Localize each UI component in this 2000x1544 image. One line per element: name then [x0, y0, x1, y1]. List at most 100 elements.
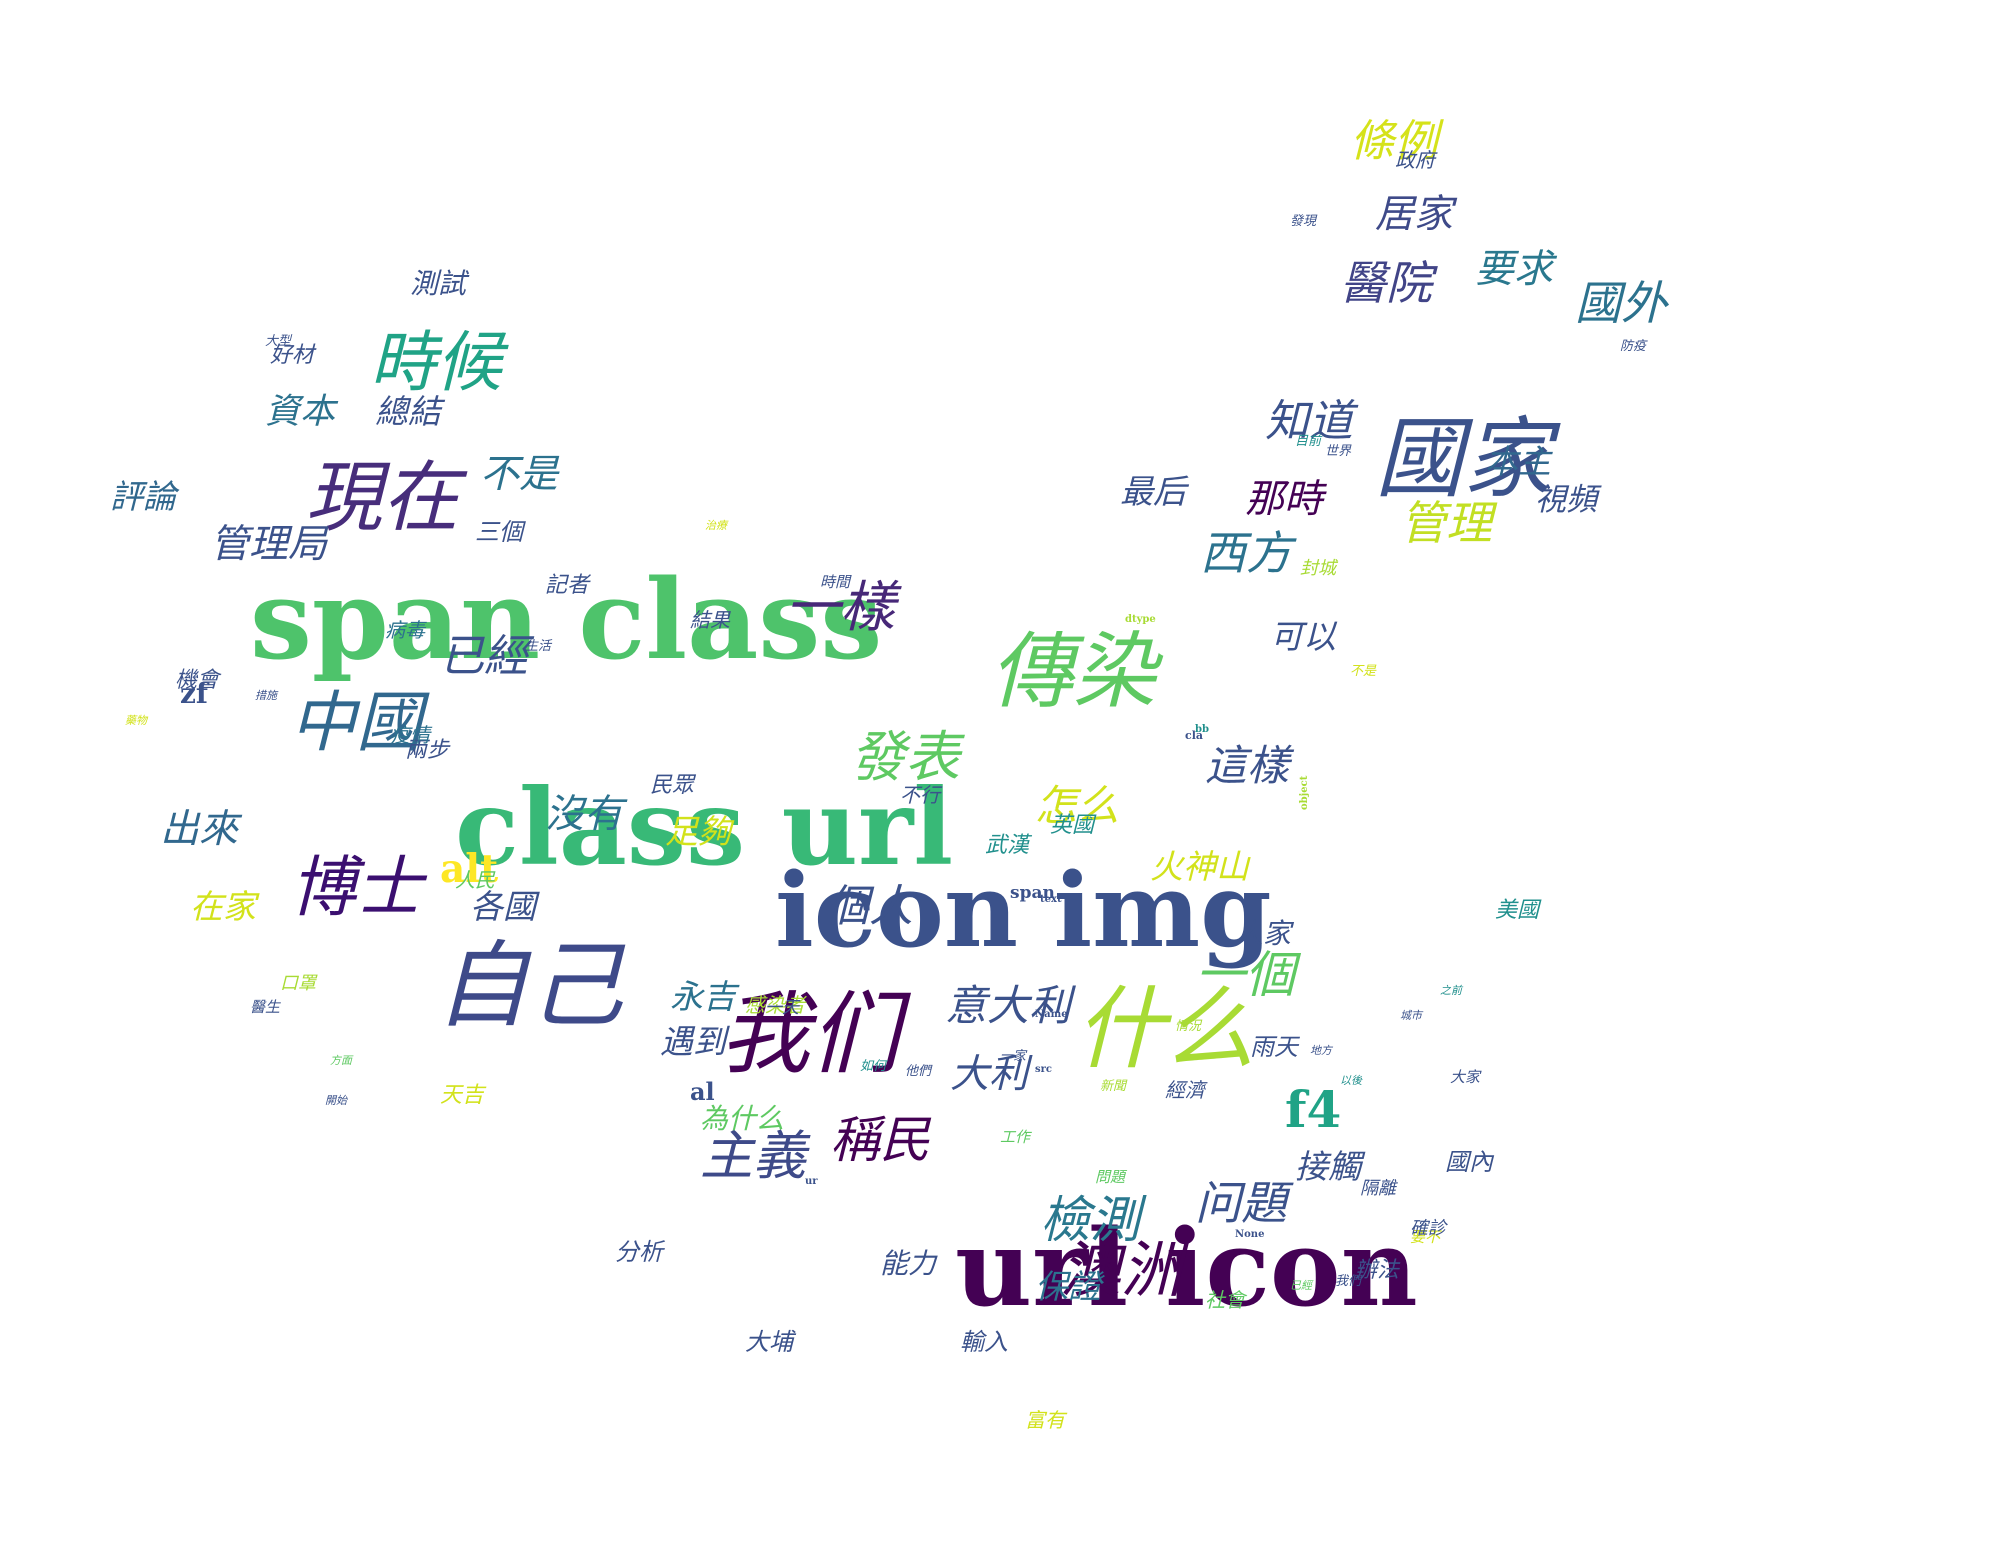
cloud-word: 雨天 [1250, 1033, 1298, 1061]
cloud-word: 藥物 [125, 714, 147, 727]
cloud-word: 評論 [110, 477, 176, 516]
cloud-word: 要求 [1475, 247, 1554, 292]
cloud-word: 人家 [1235, 917, 1292, 950]
cloud-word: 封城 [1300, 558, 1336, 579]
cloud-word: 大型 [265, 334, 292, 349]
cloud-word: 以後 [1340, 1074, 1362, 1087]
cloud-word: 稱民 [830, 1111, 930, 1169]
cloud-word: zf [180, 677, 208, 710]
cloud-word: bb [1195, 724, 1209, 735]
cloud-word: 管理局 [210, 522, 328, 567]
cloud-word: 各國 [470, 887, 536, 926]
cloud-word: 要不 [1410, 1228, 1441, 1246]
cloud-word: 防疫 [1620, 339, 1647, 354]
cloud-word: 情況 [1175, 1019, 1202, 1034]
cloud-word: 治療 [705, 519, 727, 532]
cloud-word: 感染者 [745, 993, 805, 1017]
cloud-word: url icon [955, 1205, 1418, 1330]
cloud-word: 醫院 [1340, 256, 1432, 310]
cloud-word: 輸入 [960, 1328, 1008, 1356]
cloud-word: 一樣 [785, 575, 896, 639]
cloud-word: 我们 [720, 982, 900, 1087]
cloud-word: 視頻 [1535, 482, 1597, 518]
cloud-word: 好材 [270, 343, 315, 368]
cloud-word: 保證 [1035, 1267, 1101, 1306]
cloud-word: 城市 [1400, 1009, 1422, 1022]
cloud-word: 發現 [1290, 214, 1317, 229]
cloud-word: 居家 [1375, 192, 1454, 237]
cloud-word: 接觸 [1295, 1147, 1361, 1186]
cloud-word: class url [455, 765, 954, 889]
cloud-word: 措施 [255, 689, 277, 702]
cloud-word: 開始 [325, 1094, 347, 1107]
cloud-word: 為什么 [700, 1102, 785, 1135]
cloud-word: 不行 [900, 783, 940, 807]
cloud-word: 兩步 [405, 738, 450, 763]
cloud-word: 民眾 [650, 773, 695, 798]
cloud-word: 大埔 [745, 1328, 793, 1356]
cloud-word: 檢測 [1040, 1191, 1140, 1249]
cloud-word: 生活 [525, 639, 552, 654]
cloud-word: 一家 [1000, 1049, 1027, 1064]
cloud-word: 辦法 [1355, 1258, 1400, 1283]
cloud-word: 時候 [370, 324, 502, 401]
cloud-word: 資本 [265, 392, 336, 432]
cloud-word: 發表 [850, 725, 961, 789]
cloud-word: 地方 [1310, 1044, 1332, 1057]
cloud-word: 问題 [1195, 1176, 1287, 1230]
cloud-word: 結果 [690, 608, 730, 632]
cloud-word: 火神山 [1150, 847, 1249, 886]
cloud-word: 病毒 [385, 618, 425, 642]
cloud-word: 怎么 [1035, 781, 1120, 830]
cloud-word: 在家 [190, 887, 256, 926]
cloud-word: span [1010, 883, 1055, 903]
cloud-word: f4 [1285, 1080, 1342, 1139]
cloud-word: 遇到 [660, 1022, 726, 1061]
cloud-word: 個人 [825, 881, 913, 932]
cloud-word: 新聞 [1100, 1079, 1127, 1094]
cloud-word: 傳染 [990, 623, 1156, 720]
cloud-word: 記者 [545, 573, 590, 598]
cloud-word: 條例 [1350, 116, 1438, 167]
cloud-word: 知道 [1265, 396, 1353, 447]
cloud-word: 問題 [1095, 1168, 1126, 1186]
cloud-word: 永吉 [670, 977, 736, 1016]
cloud-word: 現在 [305, 454, 459, 543]
cloud-word: 博士 [290, 849, 422, 926]
cloud-word: src [1035, 1064, 1052, 1075]
cloud-word: 方面 [330, 1054, 352, 1067]
cloud-word: alt [440, 846, 499, 892]
cloud-word: 足夠 [665, 812, 731, 851]
cloud-word: 政府 [1395, 148, 1435, 172]
cloud-word: 管理 [1400, 496, 1492, 550]
cloud-word: Name [1035, 1009, 1068, 1020]
cloud-word: 本主 [1485, 442, 1551, 481]
cloud-word: 國家 [1375, 407, 1552, 510]
cloud-word: 中國 [290, 684, 422, 761]
cloud-word: icon img [775, 851, 1272, 971]
cloud-word: 富有 [1025, 1408, 1065, 1432]
cloud-word: dtype [1125, 614, 1156, 625]
cloud-word: None [1235, 1229, 1265, 1240]
cloud-word: object [1299, 775, 1310, 810]
cloud-word: 疫情 [390, 723, 430, 747]
cloud-word: 時間 [820, 573, 851, 591]
cloud-word: 不是 [480, 452, 559, 497]
cloud-word: 目前 [1295, 434, 1322, 449]
cloud-word: 人民 [455, 868, 495, 892]
cloud-word: 西方 [1200, 526, 1292, 580]
cloud-word: 口罩 [280, 973, 316, 994]
cloud-word: al [690, 1077, 715, 1106]
cloud-word: 沒有 [545, 792, 624, 837]
cloud-word: 武漢 [985, 833, 1030, 858]
cloud-word: ur [805, 1176, 818, 1187]
cloud-word: 測試 [410, 267, 467, 300]
cloud-word: 醫生 [250, 998, 281, 1016]
cloud-word: 確診 [1410, 1218, 1446, 1239]
cloud-word: 英國 [1050, 813, 1095, 838]
cloud-word: 三個 [475, 518, 523, 546]
cloud-word: 意大利 [945, 981, 1072, 1030]
cloud-word: 世界 [1325, 444, 1352, 459]
cloud-word: 已經 [440, 631, 528, 682]
cloud-word: 國內 [1445, 1148, 1493, 1176]
